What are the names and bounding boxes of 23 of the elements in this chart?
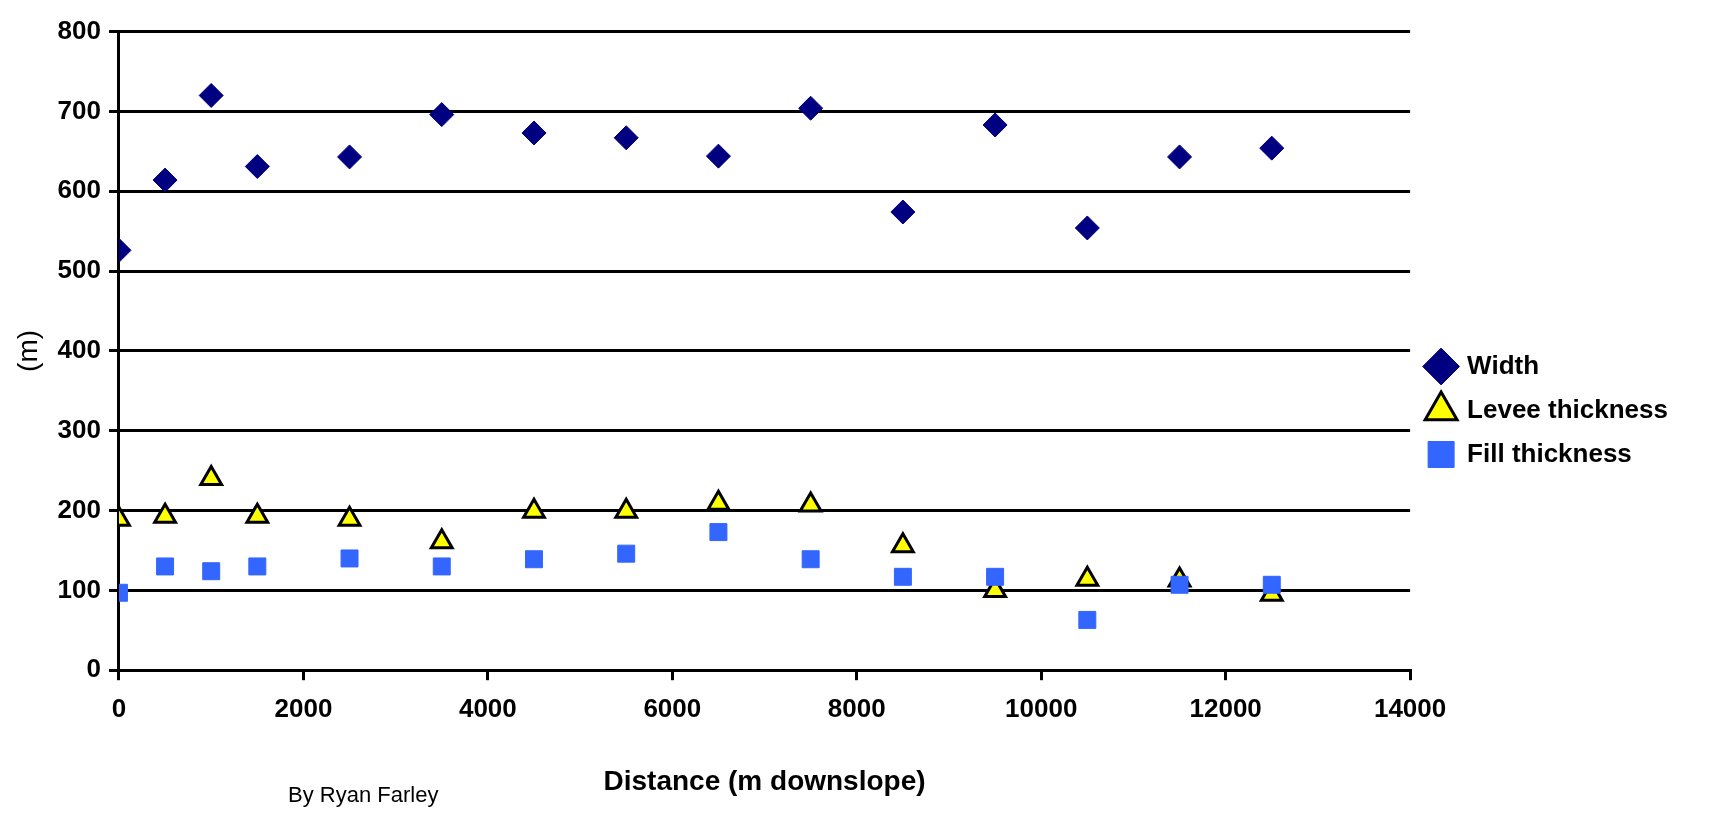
x-tick-label: 10000: [1005, 692, 1078, 723]
x-axis-title: Distance (m downslope): [603, 764, 926, 796]
legend-label: Levee thickness: [1467, 393, 1668, 424]
x-tick-label: 14000: [1373, 692, 1447, 723]
text: By Ryan Farley: [288, 782, 439, 808]
y-tick-label: 500: [57, 254, 101, 285]
y-tick-label: 700: [57, 94, 101, 125]
x-tick-label: 0: [111, 692, 127, 723]
y-axis-title: (m): [11, 329, 43, 372]
x-tick-label: 6000: [643, 692, 702, 723]
x-tick-label: 12000: [1189, 692, 1262, 723]
x-tick-label: 2000: [274, 692, 333, 723]
y-tick-label: 800: [57, 14, 101, 45]
y-tick-label: 200: [57, 493, 101, 524]
y-tick-label: 0: [86, 653, 101, 684]
y-tick-label: 100: [57, 573, 101, 604]
y-tick-label: 600: [57, 174, 101, 205]
legend-label: Width: [1467, 349, 1540, 380]
y-tick-label: 400: [57, 334, 101, 365]
x-tick-label: 8000: [827, 692, 886, 723]
legend-label: Fill thickness: [1467, 437, 1632, 468]
y-tick-label: 300: [57, 413, 101, 444]
x-tick-label: 4000: [458, 692, 517, 723]
